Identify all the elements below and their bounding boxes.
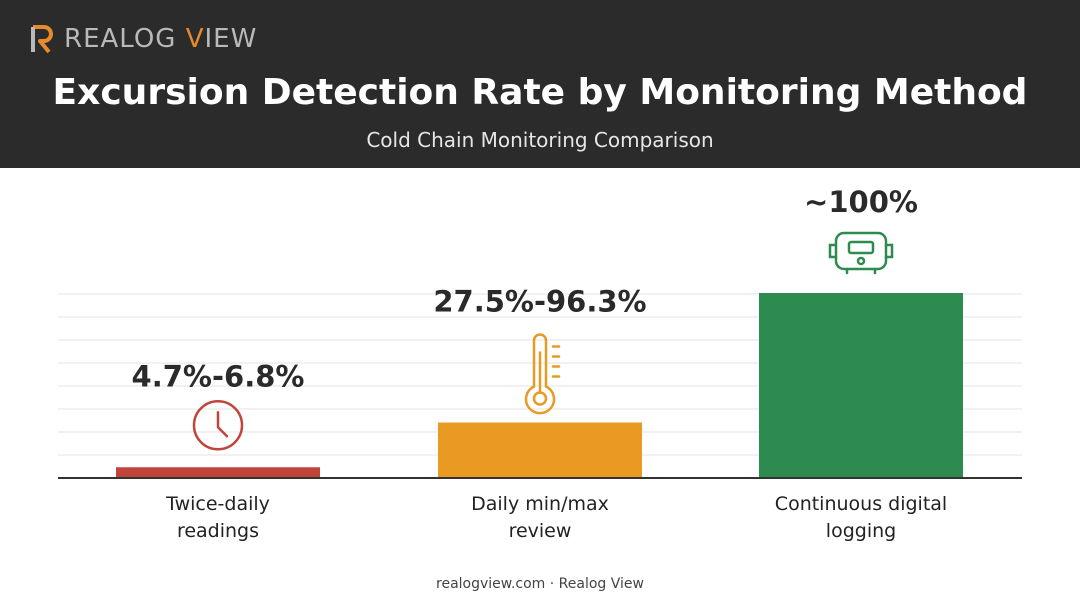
data-label: 27.5%-96.3% — [433, 285, 646, 319]
bar — [116, 467, 320, 478]
category-label: review — [509, 520, 572, 542]
chart-subtitle: Cold Chain Monitoring Comparison — [366, 128, 714, 152]
bar-chart: 4.7%-6.8% Twice-daily readings 27.5%-96.3% D… — [58, 185, 1022, 542]
category-label: readings — [177, 520, 259, 542]
thermometer-icon — [524, 333, 561, 415]
chart-title: Excursion Detection Rate by Monitoring M… — [52, 72, 1028, 113]
bar — [759, 293, 963, 478]
data-label: 4.7%-6.8% — [132, 359, 305, 393]
clock-icon — [192, 400, 244, 451]
category-label: Twice-daily — [165, 493, 270, 515]
category-label: Continuous digital — [775, 493, 947, 515]
category-label: Daily min/max — [471, 493, 609, 515]
data-label: ~100% — [804, 185, 918, 219]
header: REALOG VIEW Excursion Detection Rate by … — [0, 0, 1080, 168]
bar — [438, 422, 642, 478]
footer-source: realogview.com · Realog View — [436, 576, 644, 592]
logo: REALOG VIEW — [30, 22, 257, 56]
data-logger-icon — [828, 231, 894, 275]
logo-text: REALOG VIEW — [64, 24, 258, 54]
category-label: logging — [826, 520, 896, 542]
realog-logo-icon — [31, 25, 53, 54]
